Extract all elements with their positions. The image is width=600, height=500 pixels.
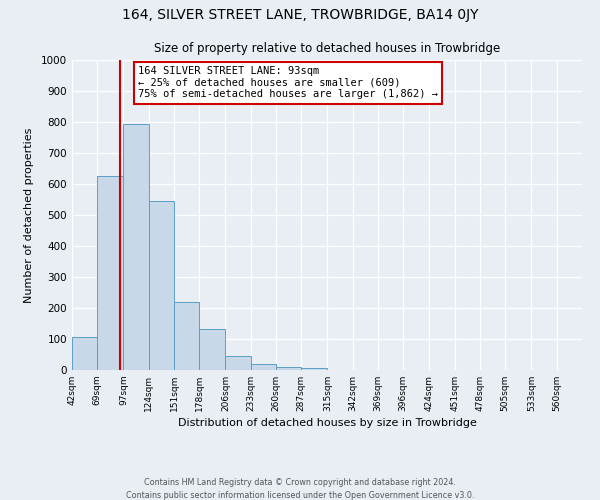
Bar [226,356,251,370]
Text: 164 SILVER STREET LANE: 93sqm
← 25% of detached houses are smaller (609)
75% of : 164 SILVER STREET LANE: 93sqm ← 25% of d… [139,66,438,100]
Bar [97,176,124,370]
Bar [251,364,276,370]
Bar [276,367,301,370]
Bar [174,302,199,370]
Bar [199,329,226,370]
Y-axis label: Number of detached properties: Number of detached properties [24,128,34,302]
Bar [124,124,149,370]
X-axis label: Distribution of detached houses by size in Trowbridge: Distribution of detached houses by size … [178,418,476,428]
Bar [301,368,328,370]
Bar [149,201,174,370]
Text: 164, SILVER STREET LANE, TROWBRIDGE, BA14 0JY: 164, SILVER STREET LANE, TROWBRIDGE, BA1… [122,8,478,22]
Bar [72,337,97,370]
Text: Contains HM Land Registry data © Crown copyright and database right 2024.
Contai: Contains HM Land Registry data © Crown c… [126,478,474,500]
Title: Size of property relative to detached houses in Trowbridge: Size of property relative to detached ho… [154,42,500,54]
